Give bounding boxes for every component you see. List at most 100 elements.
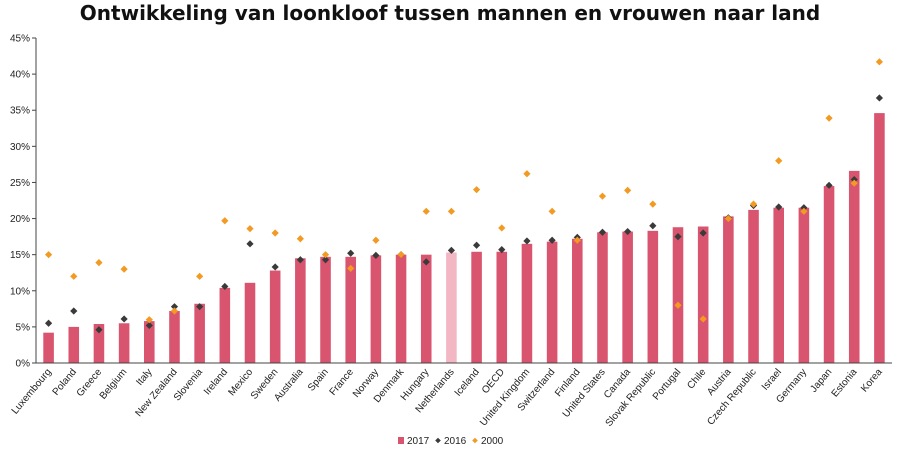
bar-2017 — [420, 254, 432, 363]
marker-2000 — [598, 192, 607, 200]
marker-2000 — [800, 207, 808, 215]
y-tick-label: 5% — [16, 322, 31, 333]
marker-2000 — [498, 224, 506, 232]
bar-2017 — [395, 254, 407, 363]
marker-2016 — [674, 233, 682, 241]
markers — [44, 58, 884, 334]
x-tick-label: Israel — [760, 367, 784, 393]
marker-2016 — [598, 228, 607, 236]
bar-2017 — [194, 303, 205, 363]
marker-2000 — [70, 272, 78, 280]
y-tick-label: 25% — [10, 178, 30, 189]
marker-2000 — [196, 272, 204, 280]
marker-2016 — [120, 315, 128, 323]
marker-2000 — [422, 207, 430, 215]
marker-2000 — [321, 251, 330, 259]
marker-2000 — [472, 186, 481, 194]
x-tick-label: Chile — [685, 367, 708, 392]
bars — [43, 113, 885, 363]
bar-2017 — [823, 186, 835, 363]
y-tick-label: 30% — [10, 142, 30, 153]
marker-2000 — [447, 207, 456, 215]
marker-2016 — [775, 203, 783, 211]
bar-2017 — [723, 216, 734, 363]
y-tick-label: 20% — [10, 214, 30, 225]
legend-label-2016: 2016 — [444, 436, 467, 447]
marker-2000 — [372, 236, 380, 244]
marker-2016 — [649, 222, 657, 230]
bar-2017 — [345, 256, 356, 363]
marker-2016 — [372, 251, 380, 259]
bar-2017 — [68, 326, 80, 363]
bar-2017 — [93, 324, 105, 363]
x-tick-label: Ireland — [202, 367, 230, 397]
marker-2016 — [850, 175, 858, 184]
marker-2000 — [573, 236, 581, 244]
x-tick-label: Estonia — [830, 367, 860, 400]
x-tick-label: Spain — [306, 367, 331, 394]
marker-2000 — [246, 225, 254, 233]
bar-2017 — [748, 209, 759, 363]
marker-2016 — [44, 319, 53, 327]
y-tick-label: 15% — [10, 250, 30, 261]
marker-2000 — [875, 58, 884, 66]
marker-2016 — [170, 303, 179, 311]
bar-2017 — [295, 258, 306, 363]
marker-2000 — [271, 229, 279, 237]
marker-2016 — [246, 240, 254, 248]
legend: 2017 2016 2000 — [398, 436, 504, 447]
marker-2000 — [397, 251, 405, 259]
bar-2017 — [521, 243, 533, 363]
marker-2000 — [624, 186, 632, 194]
marker-2000 — [523, 170, 531, 178]
bar-2017 — [269, 270, 281, 363]
bar-2017 — [370, 255, 382, 363]
marker-2016 — [699, 229, 707, 237]
x-tick-label: Luxembourg — [10, 367, 54, 417]
bar-2017 — [169, 311, 180, 363]
marker-2000 — [749, 200, 758, 208]
marker-2000 — [850, 179, 858, 187]
bar-2017 — [697, 226, 709, 363]
bar-2017 — [118, 323, 130, 363]
marker-2016 — [70, 307, 78, 315]
marker-2000 — [296, 235, 304, 243]
x-tick-label: Iceland — [453, 367, 482, 399]
marker-2016 — [296, 256, 304, 264]
bar-2017 — [773, 207, 784, 363]
marker-2016 — [221, 282, 229, 291]
y-tick-label: 45% — [10, 34, 30, 45]
marker-2016 — [472, 241, 481, 249]
bar-2017 — [320, 256, 331, 363]
marker-2000 — [649, 200, 657, 208]
bar-2017 — [446, 252, 457, 363]
marker-2016 — [271, 263, 279, 271]
bar-2017 — [471, 251, 482, 363]
marker-2000 — [825, 114, 833, 122]
marker-2000 — [120, 265, 128, 273]
marker-2016 — [196, 303, 204, 311]
bar-2017 — [798, 207, 810, 363]
bar-2017 — [848, 170, 860, 363]
marker-2016 — [800, 204, 808, 212]
legend-label-2017: 2017 — [407, 436, 430, 447]
marker-2016 — [548, 236, 556, 244]
chart-title: Ontwikkeling van loonkloof tussen mannen… — [80, 1, 820, 25]
bar-2017 — [244, 282, 256, 363]
bar-2017 — [874, 113, 885, 363]
marker-2016 — [321, 256, 330, 264]
marker-2000 — [699, 315, 707, 323]
bar-2017 — [622, 231, 633, 363]
marker-2000 — [44, 251, 53, 259]
bar-2017 — [43, 332, 54, 363]
y-tick-label: 10% — [10, 286, 30, 297]
bar-2017 — [496, 251, 508, 363]
bar-2017 — [144, 321, 155, 363]
y-tick-label: 40% — [10, 70, 30, 81]
bar-2017 — [546, 241, 558, 363]
marker-2016 — [523, 237, 531, 245]
marker-2000 — [548, 207, 556, 215]
bar-2017 — [672, 227, 684, 363]
